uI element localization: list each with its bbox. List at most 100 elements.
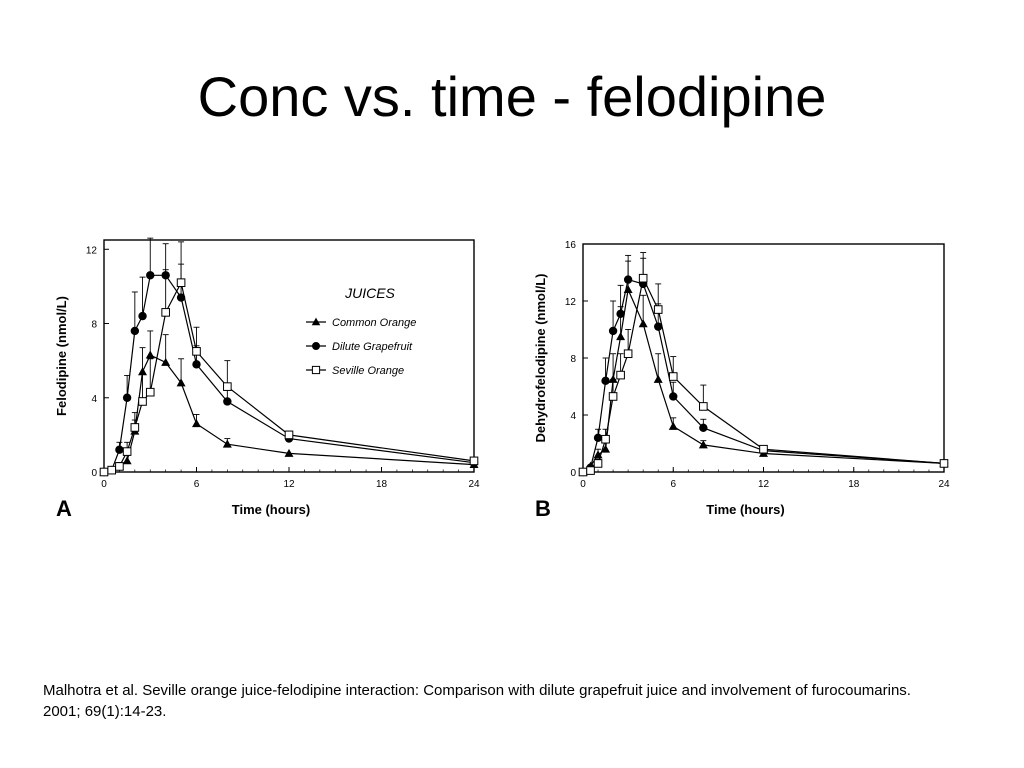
x-tick-label: 18 bbox=[376, 479, 388, 490]
y-axis-title: Dehydrofelodipine (nmol/L) bbox=[533, 274, 548, 443]
x-tick-label: 24 bbox=[468, 479, 480, 490]
legend: JUICES Common Orange Dilute Grapefruit Sevi… bbox=[306, 285, 416, 377]
y-tick-label: 4 bbox=[91, 394, 97, 405]
y-tick-label: 8 bbox=[91, 320, 97, 331]
data-point bbox=[138, 397, 147, 406]
data-point bbox=[284, 430, 294, 440]
data-point bbox=[699, 402, 708, 411]
x-axis-title: Time (hours) bbox=[706, 502, 785, 517]
data-point bbox=[593, 433, 603, 442]
data-point bbox=[601, 434, 610, 444]
data-point bbox=[161, 357, 171, 366]
data-point bbox=[669, 392, 678, 401]
data-point bbox=[638, 273, 648, 283]
data-point bbox=[616, 309, 625, 319]
data-point bbox=[122, 456, 132, 465]
data-point bbox=[638, 319, 648, 328]
series-common-orange bbox=[578, 260, 949, 476]
x-tick-label: 0 bbox=[101, 479, 107, 490]
data-point bbox=[616, 332, 626, 341]
data-point bbox=[138, 311, 147, 321]
series-line bbox=[582, 287, 945, 473]
data-point bbox=[469, 456, 479, 466]
data-point bbox=[146, 271, 155, 280]
data-point bbox=[176, 378, 186, 387]
legend-swatch-marker bbox=[311, 317, 321, 326]
legend-swatch-marker bbox=[311, 342, 320, 351]
legend-title: JUICES bbox=[344, 285, 395, 301]
y-axis-title: Felodipine (nmol/L) bbox=[54, 296, 69, 416]
data-point bbox=[130, 423, 140, 432]
citation-text: Malhotra et al. Seville orange juice-fel… bbox=[43, 682, 911, 720]
data-point bbox=[176, 278, 186, 287]
data-point bbox=[145, 387, 155, 397]
series-line bbox=[103, 280, 475, 473]
data-point bbox=[122, 447, 132, 456]
x-tick-label: 12 bbox=[758, 479, 770, 490]
data-point bbox=[653, 374, 663, 383]
data-point bbox=[145, 350, 155, 359]
data-point bbox=[161, 308, 170, 317]
panel-label: B bbox=[535, 496, 551, 521]
data-point bbox=[623, 349, 633, 359]
plot-frame bbox=[582, 243, 945, 473]
y-tick-label: 12 bbox=[86, 245, 98, 256]
legend-swatch-marker bbox=[311, 365, 321, 375]
y-tick-label: 0 bbox=[570, 468, 576, 479]
data-point bbox=[223, 397, 232, 406]
figure-area: 0 6 12 18 24 0 4 8 12 Time (hours) Felodipine (nmo… bbox=[40, 228, 960, 538]
data-point bbox=[698, 440, 708, 449]
slide-title: Conc vs. time - felodipine bbox=[197, 65, 827, 128]
data-point bbox=[223, 382, 232, 391]
x-tick-label: 12 bbox=[283, 479, 295, 490]
x-tick-label: 6 bbox=[670, 479, 676, 490]
chart-panel-a: 0 6 12 18 24 0 4 8 12 Time (hours) Felodipine (nmo… bbox=[54, 237, 480, 521]
chart-panel-b: 0 6 12 18 24 0 4 8 12 16 Time (hours) Dehydrofelodi… bbox=[533, 240, 950, 521]
data-point bbox=[608, 326, 618, 336]
data-point bbox=[653, 305, 663, 314]
data-point bbox=[192, 419, 201, 428]
y-tick-label: 12 bbox=[565, 297, 577, 308]
y-tick-label: 8 bbox=[570, 354, 576, 365]
data-point bbox=[122, 393, 132, 402]
series-seville-orange bbox=[578, 252, 949, 477]
data-point bbox=[699, 423, 708, 433]
y-tick-label: 4 bbox=[570, 411, 576, 422]
data-point bbox=[578, 467, 588, 477]
data-point bbox=[586, 466, 595, 475]
data-point bbox=[759, 444, 768, 454]
data-point bbox=[668, 421, 678, 430]
data-point bbox=[107, 465, 117, 475]
series-line bbox=[582, 276, 945, 473]
data-point bbox=[192, 347, 201, 356]
data-point bbox=[130, 326, 140, 336]
data-point bbox=[616, 370, 625, 380]
x-tick-label: 6 bbox=[194, 479, 200, 490]
y-tick-label: 16 bbox=[565, 240, 577, 251]
y-tick-label: 0 bbox=[91, 468, 97, 479]
panel-label: A bbox=[56, 496, 72, 521]
series-dilute-grapefruit bbox=[578, 254, 949, 477]
x-axis-title: Time (hours) bbox=[232, 502, 311, 517]
data-point bbox=[192, 360, 201, 369]
data-point bbox=[608, 392, 618, 401]
data-point bbox=[115, 462, 124, 471]
data-point bbox=[99, 467, 109, 477]
data-point bbox=[284, 448, 294, 457]
legend-entry-label: Dilute Grapefruit bbox=[332, 341, 413, 353]
data-point bbox=[668, 372, 678, 381]
data-point bbox=[601, 444, 611, 453]
data-point bbox=[115, 445, 124, 454]
legend-entry-label: Common Orange bbox=[332, 317, 416, 329]
x-tick-label: 18 bbox=[848, 479, 860, 490]
series-seville-orange bbox=[99, 241, 479, 477]
data-point bbox=[939, 459, 949, 468]
chart-canvas: 0 6 12 18 24 0 4 8 12 Time (hours) Felodipine (nmo… bbox=[54, 237, 950, 521]
data-point bbox=[222, 439, 232, 448]
x-tick-label: 0 bbox=[580, 479, 586, 490]
data-point bbox=[601, 376, 610, 385]
data-point bbox=[623, 275, 633, 284]
legend-entry-label: Seville Orange bbox=[332, 365, 404, 377]
data-point bbox=[593, 459, 603, 468]
x-tick-label: 24 bbox=[938, 479, 950, 490]
